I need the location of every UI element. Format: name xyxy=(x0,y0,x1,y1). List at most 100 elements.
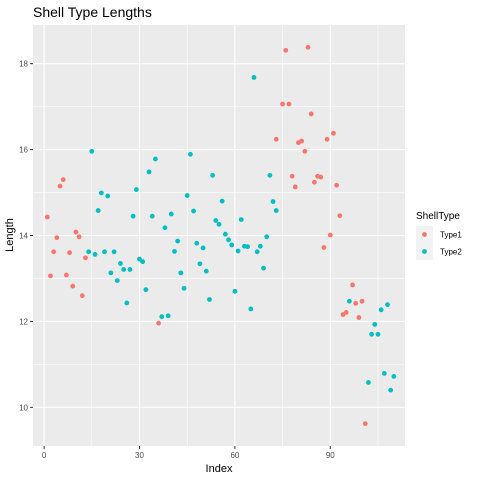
point-type2 xyxy=(372,322,378,327)
point-type1 xyxy=(299,138,305,144)
point-type2 xyxy=(133,187,139,192)
point-type1 xyxy=(308,111,314,117)
legend-title: ShellType xyxy=(416,211,460,222)
point-type2 xyxy=(273,208,279,213)
point-type1 xyxy=(350,282,355,288)
point-type1 xyxy=(359,298,365,304)
chart-title: Shell Type Lengths xyxy=(33,4,152,20)
point-type2 xyxy=(111,249,117,255)
point-type2 xyxy=(137,256,142,262)
point-type1 xyxy=(83,255,88,261)
y-tick-label: 14 xyxy=(19,232,28,241)
point-type2 xyxy=(175,238,181,244)
point-type2 xyxy=(184,193,190,198)
x-tick-label: 30 xyxy=(135,451,144,460)
point-type2 xyxy=(121,267,127,272)
point-type2 xyxy=(86,249,92,255)
point-type1 xyxy=(343,309,349,315)
legend-marker-type2 xyxy=(422,249,427,254)
legend-label-type2: Type2 xyxy=(440,248,462,257)
point-type2 xyxy=(108,270,114,276)
point-type1 xyxy=(356,315,362,320)
point-type2 xyxy=(366,380,371,385)
major-gridlines xyxy=(33,25,405,446)
point-type1 xyxy=(324,136,330,142)
point-type2 xyxy=(229,242,235,248)
y-tick-label: 16 xyxy=(19,146,28,155)
point-type2 xyxy=(235,248,241,254)
point-type2 xyxy=(127,267,133,272)
point-type1 xyxy=(311,179,317,185)
point-type1 xyxy=(76,234,82,240)
y-axis: 10 12 14 16 18 xyxy=(19,60,33,412)
y-tick-label: 10 xyxy=(19,403,28,412)
y-tick-label: 12 xyxy=(19,317,28,326)
point-type1 xyxy=(44,214,50,220)
x-tick-label: 0 xyxy=(42,451,47,460)
point-type2 xyxy=(203,268,209,274)
point-type2 xyxy=(226,237,231,243)
point-type1 xyxy=(280,101,285,107)
point-type1 xyxy=(321,245,327,250)
point-type2 xyxy=(261,265,266,271)
point-type1 xyxy=(302,148,308,154)
point-type1 xyxy=(67,250,72,256)
point-type1 xyxy=(286,101,292,107)
point-type2 xyxy=(245,244,251,250)
point-type1 xyxy=(73,229,79,235)
point-type1 xyxy=(331,130,336,136)
point-type2 xyxy=(388,387,394,393)
point-type1 xyxy=(292,184,298,190)
point-type2 xyxy=(254,249,260,255)
x-axis: 0 30 60 90 xyxy=(42,446,335,460)
point-type2 xyxy=(264,234,270,240)
point-type2 xyxy=(238,217,244,223)
point-type2 xyxy=(92,252,98,257)
point-type1 xyxy=(362,421,368,427)
x-axis-title: Index xyxy=(206,463,233,475)
point-type2 xyxy=(98,190,104,196)
point-type2 xyxy=(194,240,200,246)
point-type1 xyxy=(63,272,69,278)
data-points xyxy=(44,44,397,427)
point-type2 xyxy=(391,374,397,379)
point-type2 xyxy=(162,225,168,231)
point-type2 xyxy=(210,172,216,178)
legend-marker-type1 xyxy=(422,232,427,237)
point-type2 xyxy=(346,298,352,304)
point-type2 xyxy=(89,148,95,154)
point-type2 xyxy=(216,221,222,227)
point-type2 xyxy=(159,314,165,320)
point-type2 xyxy=(378,307,384,313)
point-type1 xyxy=(283,47,289,53)
point-type2 xyxy=(369,331,375,337)
point-type2 xyxy=(153,156,158,162)
y-tick-label: 18 xyxy=(19,60,28,69)
point-type1 xyxy=(318,174,324,180)
point-type2 xyxy=(118,261,123,266)
point-type1 xyxy=(156,320,161,326)
point-type2 xyxy=(257,243,263,249)
point-type2 xyxy=(146,169,152,175)
point-type2 xyxy=(124,300,130,306)
point-type1 xyxy=(353,300,359,306)
point-type2 xyxy=(267,172,273,178)
point-type2 xyxy=(385,302,390,308)
point-type2 xyxy=(381,370,387,376)
point-type2 xyxy=(181,285,187,291)
y-axis-title: Length xyxy=(4,218,16,252)
point-type2 xyxy=(213,218,219,223)
point-type1 xyxy=(54,235,60,241)
point-type2 xyxy=(219,198,225,204)
point-type2 xyxy=(140,259,146,265)
point-type1 xyxy=(337,213,343,219)
legend-label-type1: Type1 xyxy=(440,231,462,240)
point-type2 xyxy=(114,278,120,284)
point-type1 xyxy=(334,182,340,188)
point-type2 xyxy=(232,288,238,294)
point-type2 xyxy=(207,297,212,302)
point-type1 xyxy=(327,232,333,238)
point-type2 xyxy=(149,213,155,219)
point-type2 xyxy=(197,261,203,267)
point-type2 xyxy=(95,208,101,213)
